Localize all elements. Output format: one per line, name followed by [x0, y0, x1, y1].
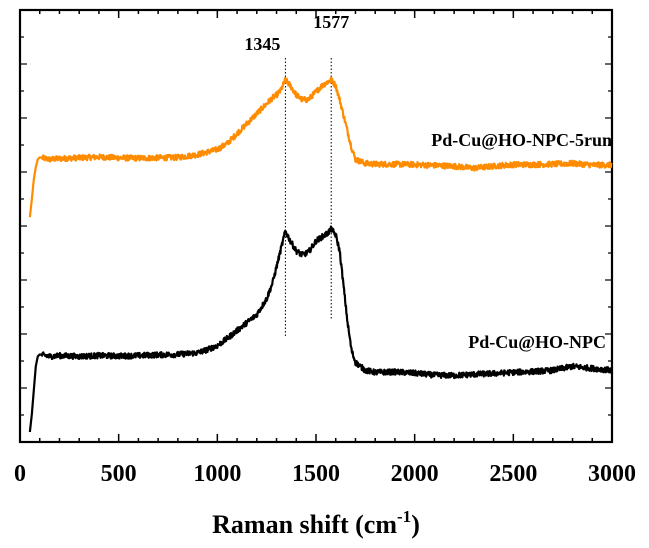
x-axis-title-text: Raman shift (cm — [212, 510, 397, 539]
series-line-pd-cu-ho-npc-5run — [28, 76, 613, 218]
x-axis-title-close: ) — [411, 510, 420, 539]
series-labels: Pd-Cu@HO-NPC-5run Pd-Cu@HO-NPC — [431, 130, 612, 352]
peak-labels: 1345 1577 — [244, 12, 349, 54]
x-tick-label: 1500 — [292, 461, 340, 487]
y-axis-ticks — [20, 9, 612, 443]
peak-label-1345: 1345 — [244, 34, 280, 54]
series-label-pd-cu-ho-npc: Pd-Cu@HO-NPC — [468, 332, 606, 352]
x-tick-label: 3000 — [588, 461, 636, 487]
peak-marker-lines — [284, 58, 332, 338]
x-tick-label: 0 — [14, 461, 26, 487]
plot-frame — [18, 8, 614, 444]
x-tick-label: 1000 — [193, 461, 241, 487]
x-axis-title-superscript: -1 — [397, 507, 411, 526]
x-tick-label: 2000 — [391, 461, 439, 487]
series-lines — [28, 76, 613, 433]
x-axis-title: Raman shift (cm-1) — [212, 507, 420, 539]
x-axis-tick-labels: 0 500 1000 1500 2000 2500 3000 — [14, 461, 636, 487]
x-tick-label: 2500 — [489, 461, 537, 487]
x-tick-label: 500 — [101, 461, 137, 487]
peak-label-1577: 1577 — [313, 12, 349, 32]
series-label-pd-cu-ho-npc-5run: Pd-Cu@HO-NPC-5run — [431, 130, 612, 150]
series-line-pd-cu-ho-npc — [28, 225, 613, 433]
x-axis-ticks — [19, 10, 613, 442]
